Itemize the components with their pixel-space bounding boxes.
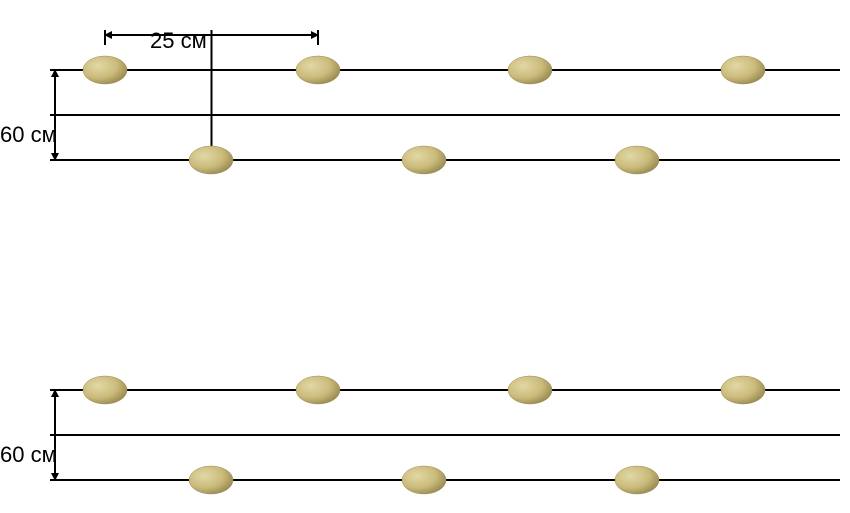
- potato-icon: [189, 466, 233, 494]
- potato-icon: [615, 466, 659, 494]
- potato-icon: [508, 56, 552, 84]
- potato-icon: [83, 376, 127, 404]
- potato-icon: [296, 376, 340, 404]
- potato-icon: [615, 146, 659, 174]
- potato-icon: [296, 56, 340, 84]
- planting-diagram: [0, 0, 850, 513]
- vertical-spacing-label-top: 60 см: [0, 122, 57, 148]
- vertical-spacing-label-bottom: 60 см: [0, 442, 57, 468]
- potato-icon: [721, 376, 765, 404]
- potato-icon: [402, 466, 446, 494]
- potato-icon: [508, 376, 552, 404]
- potato-icon: [721, 56, 765, 84]
- potato-icon: [83, 56, 127, 84]
- potato-icon: [189, 146, 233, 174]
- horizontal-spacing-label: 25 см: [150, 28, 207, 54]
- potato-icon: [402, 146, 446, 174]
